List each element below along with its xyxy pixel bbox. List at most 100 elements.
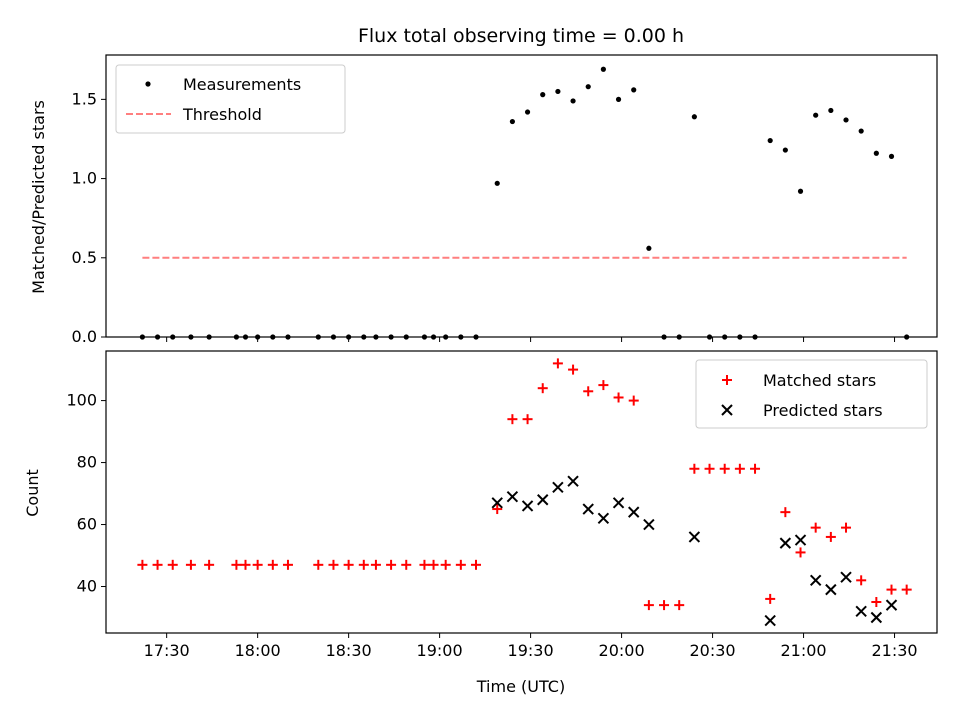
matched-star-point xyxy=(492,504,503,515)
measurement-point xyxy=(615,96,622,102)
measurement-point xyxy=(570,98,576,104)
bottom-plot-area xyxy=(105,350,938,634)
predicted-star-point xyxy=(506,490,519,503)
matched-star-point xyxy=(704,463,715,474)
matched-star-point xyxy=(901,584,912,595)
matched-star-point xyxy=(568,364,579,375)
matched-star-point xyxy=(440,559,451,570)
measurement-point xyxy=(361,334,367,340)
predicted-star-point xyxy=(809,574,822,587)
matched-star-point xyxy=(734,463,745,474)
legend-threshold-label: Threshold xyxy=(182,105,262,124)
legend-matched-label: Matched stars xyxy=(763,371,876,390)
measurement-point xyxy=(255,334,261,340)
measurement-point xyxy=(782,147,788,153)
x-tick-label: 21:30 xyxy=(871,641,917,660)
measurement-point xyxy=(797,188,804,194)
top-y-ticks: 0.0 0.5 1.0 1.5 xyxy=(72,89,106,346)
y-tick-label: 1.0 xyxy=(72,169,97,188)
matched-star-point xyxy=(841,522,852,533)
matched-star-point xyxy=(583,386,594,397)
top-marks xyxy=(139,66,910,340)
y-tick-label: 80 xyxy=(77,453,97,472)
matched-star-point xyxy=(343,559,354,570)
measurement-point xyxy=(388,334,394,340)
predicted-star-point xyxy=(643,518,655,531)
matched-star-point xyxy=(419,559,430,570)
measurement-point xyxy=(188,334,194,340)
matched-star-point xyxy=(428,559,439,570)
predicted-star-point xyxy=(688,531,701,543)
matched-star-point xyxy=(552,358,563,369)
measurement-point xyxy=(430,334,437,340)
matched-star-point xyxy=(659,600,670,611)
predicted-star-point xyxy=(537,494,549,506)
predicted-star-point xyxy=(870,611,883,624)
measurement-point xyxy=(813,112,819,118)
measurement-point xyxy=(154,334,161,340)
measurement-point xyxy=(828,107,834,114)
bottom-y-axis-label: Count xyxy=(23,469,42,517)
predicted-star-point xyxy=(628,506,640,518)
matched-star-point xyxy=(507,414,518,425)
top-legend-box xyxy=(115,64,346,134)
measurement-point xyxy=(858,128,864,134)
predicted-star-point xyxy=(885,599,898,611)
measurement-point xyxy=(843,117,849,123)
matched-star-point xyxy=(780,507,791,518)
predicted-star-point xyxy=(552,481,564,494)
measurement-point xyxy=(330,334,337,340)
measurement-point xyxy=(631,87,637,93)
top-panel: 0.0 0.5 1.0 1.5 Matched/Predicted stars Mea… xyxy=(29,54,938,346)
matched-star-point xyxy=(328,559,339,570)
x-tick-label: 21:00 xyxy=(781,641,827,660)
measurement-point xyxy=(509,118,516,125)
bottom-marks xyxy=(137,358,912,627)
measurement-point xyxy=(139,334,145,340)
predicted-star-point xyxy=(491,497,503,509)
measurement-point xyxy=(233,334,240,340)
measurement-point xyxy=(888,153,895,159)
predicted-star-point xyxy=(612,497,625,509)
matched-star-point xyxy=(598,380,609,391)
matched-star-point xyxy=(719,463,730,474)
matched-star-point xyxy=(252,559,263,570)
matched-star-point xyxy=(643,600,654,611)
measurement-point xyxy=(555,88,561,95)
x-tick-label: 19:00 xyxy=(417,641,463,660)
measurement-point xyxy=(540,92,546,98)
measurement-point xyxy=(421,334,428,340)
matched-star-point xyxy=(856,575,867,586)
y-tick-label: 0.5 xyxy=(72,248,97,267)
predicted-star-point xyxy=(779,537,792,549)
matched-star-point xyxy=(825,531,836,542)
matched-star-point xyxy=(240,559,251,570)
measurement-point xyxy=(722,334,728,340)
y-tick-label: 0.0 xyxy=(72,327,97,346)
predicted-star-point xyxy=(567,475,579,487)
measurement-point xyxy=(443,334,449,340)
measurement-point xyxy=(737,334,743,340)
measurement-point xyxy=(676,334,682,340)
matched-star-point xyxy=(167,559,178,570)
measurement-point xyxy=(524,109,531,115)
bottom-panel: 40 60 80 100 17:30 18:00 18:30 19:00 19:30 20:00… xyxy=(23,350,938,696)
x-tick-label: 18:00 xyxy=(235,641,281,660)
legend-predicted-marker xyxy=(721,404,733,416)
predicted-star-point xyxy=(794,534,807,546)
matched-star-point xyxy=(185,559,196,570)
legend-measurements-marker xyxy=(145,81,151,87)
matched-star-point xyxy=(613,392,624,403)
matched-star-point xyxy=(689,463,700,474)
x-tick-label: 17:30 xyxy=(144,641,190,660)
bottom-legend-box xyxy=(695,359,928,429)
predicted-star-point xyxy=(597,512,610,525)
matched-star-point xyxy=(886,584,897,595)
measurement-point xyxy=(285,334,291,340)
matched-star-point xyxy=(152,559,163,570)
matched-star-point xyxy=(386,559,397,570)
matched-star-point xyxy=(522,414,533,425)
matched-star-point xyxy=(231,559,242,570)
measurement-point xyxy=(270,334,276,340)
